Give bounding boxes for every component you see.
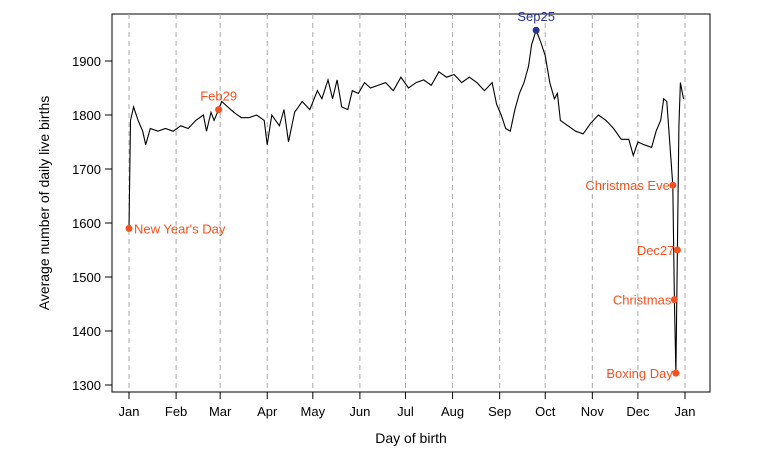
annotation-label: Dec27 [637, 243, 675, 258]
annotation-label: Sep25 [517, 9, 555, 24]
x-tick-label: Dec [626, 404, 650, 419]
annotation-label: Christmas [613, 293, 672, 308]
annotation-label: Christmas Eve [585, 178, 670, 193]
annotation-point [672, 369, 680, 377]
y-tick-label: 1700 [72, 162, 101, 177]
y-tick-label: 1500 [72, 270, 101, 285]
annotation-point [125, 224, 133, 232]
annotation-point [215, 106, 223, 114]
annotation-label: Boxing Day [606, 366, 673, 381]
x-axis-label: Day of birth [375, 430, 447, 446]
annotation-point [673, 246, 681, 254]
y-tick-label: 1900 [72, 54, 101, 69]
annotation-label: New Year's Day [134, 221, 226, 236]
y-axis-label: Average number of daily live births [36, 96, 52, 311]
x-tick-label: Aug [441, 404, 464, 419]
y-tick-label: 1300 [72, 378, 101, 393]
x-tick-label: May [301, 404, 326, 419]
births-line [128, 28, 685, 374]
annotation-label: Feb29 [200, 89, 237, 104]
plot-frame [111, 13, 711, 393]
x-tick-label: Jun [349, 404, 370, 419]
x-tick-label: Sep [488, 404, 511, 419]
x-tick-label: Oct [535, 404, 556, 419]
x-tick-label: Jan [119, 404, 140, 419]
y-tick-label: 1600 [72, 216, 101, 231]
annotation-point [532, 26, 540, 34]
annotation-point [669, 181, 677, 189]
x-tick-label: Jul [397, 404, 414, 419]
annotation-point [670, 296, 678, 304]
x-tick-label: Nov [581, 404, 605, 419]
x-tick-label: Apr [257, 404, 278, 419]
y-tick-label: 1800 [72, 108, 101, 123]
x-tick-label: Feb [165, 404, 187, 419]
x-tick-label: Mar [209, 404, 232, 419]
x-tick-label: Jan [675, 404, 696, 419]
y-tick-label: 1400 [72, 324, 101, 339]
